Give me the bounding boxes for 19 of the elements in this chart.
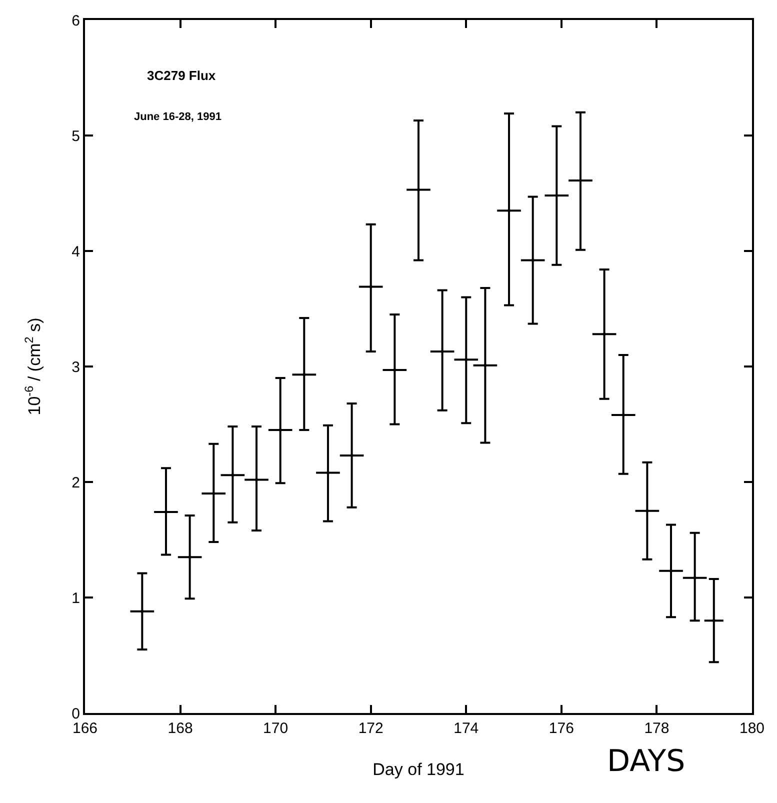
y-tick-label: 5 [72,128,80,145]
y-tick-label: 0 [72,705,80,722]
y-tick-label: 1 [72,590,80,607]
x-tick-label: 166 [72,720,98,737]
x-tick-label: 180 [739,720,765,737]
x-tick-label: 174 [454,720,479,737]
y-tick-label: 4 [72,243,80,260]
x-tick-label: 176 [548,720,574,737]
y-tick-label: 2 [72,474,80,492]
x-tick-label: 170 [263,720,288,737]
y-tick-label: 3 [72,358,80,376]
annotation: June 16-28, 1991 [134,111,222,123]
text: DAYS [607,744,686,779]
x-tick-label: 178 [644,720,670,737]
x-tick-label: 172 [358,720,384,737]
y-tick-label: 6 [72,12,80,30]
x-axis-title: Day of 1991 [372,760,464,779]
x-tick-label: 168 [168,720,193,737]
annotation: 3C279 Flux [147,68,216,83]
